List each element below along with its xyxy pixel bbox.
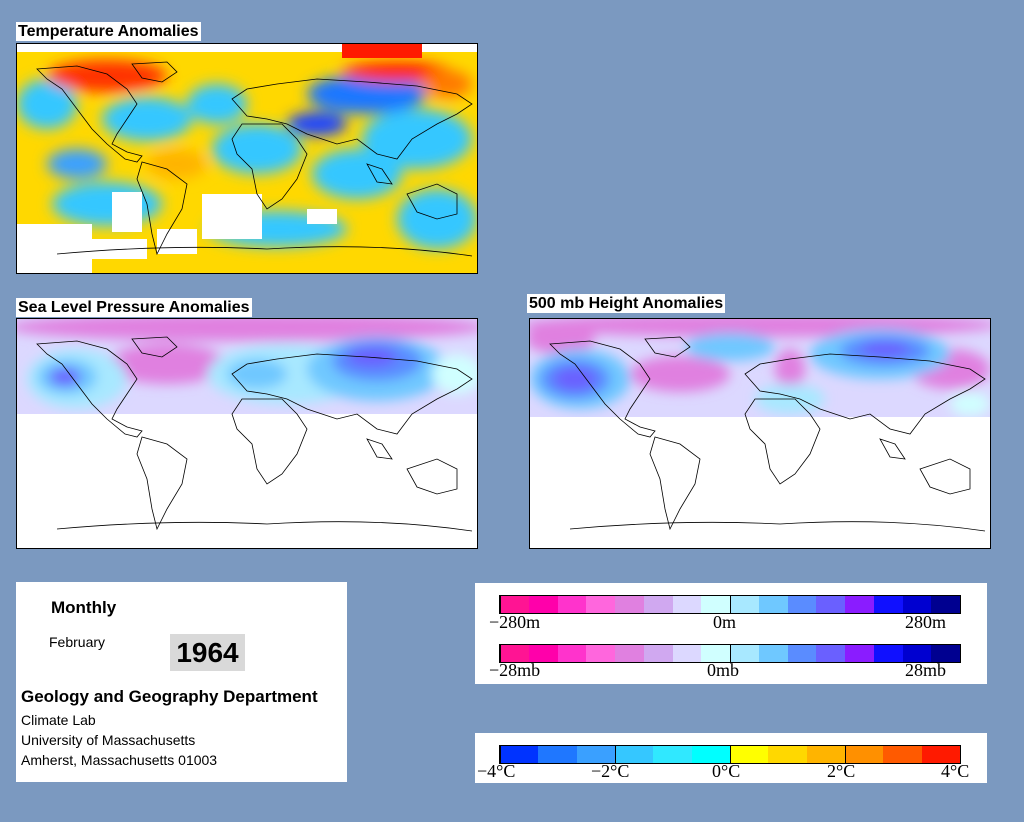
temp-label-neg2: −2°C [591, 761, 630, 781]
color-swatch [614, 746, 654, 763]
scale-tick [845, 745, 846, 764]
color-swatch [500, 596, 529, 613]
temp-label-0: 0°C [712, 761, 741, 781]
color-swatch [615, 645, 644, 662]
scale-tick [960, 595, 961, 614]
pressure-max-label: 28mb [905, 660, 947, 680]
department-label: Geology and Geography Department [21, 687, 318, 706]
scale-tick [730, 595, 731, 614]
color-swatch [576, 746, 615, 763]
height-anomaly-map [529, 318, 991, 549]
color-swatch [816, 596, 845, 613]
color-swatch [557, 645, 587, 662]
color-swatch [806, 746, 845, 763]
color-swatch [845, 596, 874, 613]
lab-label: Climate Lab [21, 712, 96, 728]
color-swatch [758, 645, 788, 662]
color-swatch [643, 596, 673, 613]
color-swatch [691, 746, 730, 763]
scale-tick [730, 745, 731, 764]
color-swatch [883, 746, 922, 763]
color-swatch [528, 596, 558, 613]
color-swatch [844, 746, 884, 763]
color-swatch [931, 596, 960, 613]
year-label: 1964 [170, 634, 245, 671]
color-swatch [701, 645, 730, 662]
pressure-color-scale [499, 644, 961, 663]
color-swatch [586, 645, 615, 662]
color-swatch [500, 645, 529, 662]
color-swatch [730, 645, 759, 662]
color-swatch [787, 596, 817, 613]
height-map-title: 500 mb Height Anomalies [527, 294, 726, 313]
university-label: University of Massachusetts [21, 732, 196, 748]
temp-label-2: 2°C [827, 761, 856, 781]
temperature-anomaly-map [16, 43, 478, 274]
scale-tick [730, 644, 731, 663]
color-swatch [538, 746, 577, 763]
slp-map-title: Sea Level Pressure Anomalies [16, 298, 252, 317]
pressure-min-label: −28mb [489, 660, 541, 680]
color-swatch [921, 746, 960, 763]
color-swatch [701, 596, 730, 613]
color-swatch [643, 645, 673, 662]
temp-label-neg4: −4°C [477, 761, 516, 781]
scale-tick [960, 644, 961, 663]
color-swatch [816, 645, 845, 662]
info-panel: Monthly February 1964 Geology and Geogra… [16, 582, 347, 782]
temp-label-4: 4°C [941, 761, 970, 781]
scale-tick [500, 745, 501, 764]
color-swatch [653, 746, 692, 763]
color-swatch [758, 596, 788, 613]
pressure-mid-label: 0mb [707, 660, 740, 680]
color-swatch [615, 596, 644, 613]
color-swatch [500, 746, 539, 763]
color-swatch [672, 596, 702, 613]
period-label: Monthly [51, 598, 117, 617]
color-swatch [873, 596, 903, 613]
color-swatch [557, 596, 587, 613]
color-swatch [902, 596, 932, 613]
temperature-map-title: Temperature Anomalies [16, 22, 201, 41]
pressure-height-legend: −280m 0m 280m −28mb 0mb 28mb [475, 583, 987, 684]
scale-tick [960, 745, 961, 764]
color-swatch [845, 645, 874, 662]
color-swatch [586, 596, 615, 613]
height-min-label: −280m [489, 612, 541, 632]
height-color-scale [499, 595, 961, 614]
temperature-color-scale [499, 745, 961, 764]
height-max-label: 280m [905, 612, 947, 632]
color-swatch [672, 645, 702, 662]
color-swatch [902, 645, 932, 662]
slp-anomaly-map [16, 318, 478, 549]
color-swatch [730, 596, 759, 613]
color-swatch [787, 645, 817, 662]
color-swatch [873, 645, 903, 662]
month-label: February [49, 634, 106, 650]
address-label: Amherst, Massachusetts 01003 [21, 752, 218, 768]
scale-tick [615, 745, 616, 764]
color-swatch [768, 746, 807, 763]
temperature-legend: −4°C −2°C 0°C 2°C 4°C [475, 733, 987, 783]
height-mid-label: 0m [713, 612, 737, 632]
color-swatch [528, 645, 558, 662]
color-swatch [729, 746, 769, 763]
color-swatch [931, 645, 960, 662]
scale-tick [500, 644, 501, 663]
scale-tick [500, 595, 501, 614]
